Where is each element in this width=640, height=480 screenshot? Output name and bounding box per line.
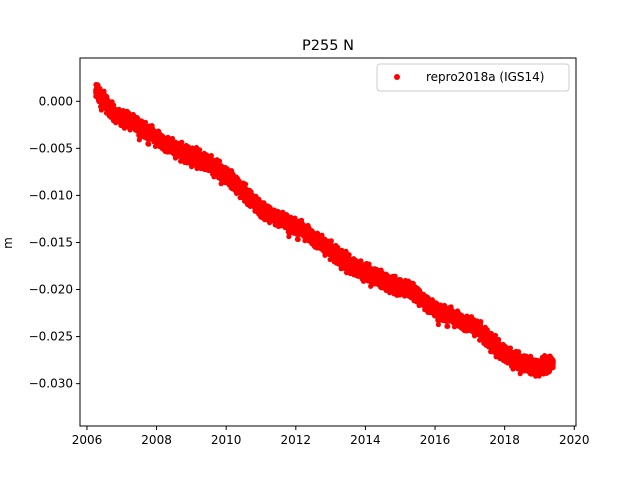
- data-point: [142, 119, 149, 125]
- data-point: [295, 236, 301, 242]
- data-point: [242, 181, 249, 187]
- data-point: [197, 147, 203, 153]
- x-tick-label: 2008: [141, 433, 172, 447]
- y-tick-label: −0.005: [29, 141, 73, 155]
- data-point: [208, 153, 214, 159]
- data-point: [286, 233, 292, 240]
- legend-label: repro2018a (IGS14): [426, 70, 544, 84]
- y-tick-label: 0.000: [39, 94, 73, 108]
- data-points: [93, 82, 556, 379]
- data-point: [178, 158, 184, 164]
- data-point: [550, 358, 556, 365]
- x-tick-label: 2016: [420, 433, 451, 447]
- data-point: [478, 319, 484, 325]
- x-tick-label: 2012: [281, 433, 312, 447]
- data-point: [179, 139, 185, 145]
- data-point: [136, 137, 142, 143]
- x-tick-label: 2018: [489, 433, 520, 447]
- data-point: [110, 102, 117, 108]
- x-tick-label: 2006: [72, 433, 103, 447]
- y-tick-label: −0.030: [29, 377, 73, 391]
- chart-title: P255 N: [302, 38, 354, 54]
- y-tick-label: −0.010: [29, 188, 73, 202]
- data-point: [445, 323, 451, 329]
- y-tick-label: −0.020: [29, 283, 73, 297]
- data-point: [146, 141, 152, 147]
- y-tick-label: −0.025: [29, 330, 73, 344]
- x-tick-label: 2010: [211, 433, 242, 447]
- y-axis-label: m: [1, 237, 15, 249]
- data-point: [216, 158, 223, 164]
- x-tick-label: 2020: [559, 433, 590, 447]
- data-point: [328, 238, 334, 244]
- data-point: [392, 273, 398, 279]
- legend: repro2018a (IGS14): [376, 63, 570, 92]
- legend-marker: [394, 74, 400, 80]
- y-tick-label: −0.015: [29, 235, 73, 249]
- x-tick-label: 2014: [350, 433, 381, 447]
